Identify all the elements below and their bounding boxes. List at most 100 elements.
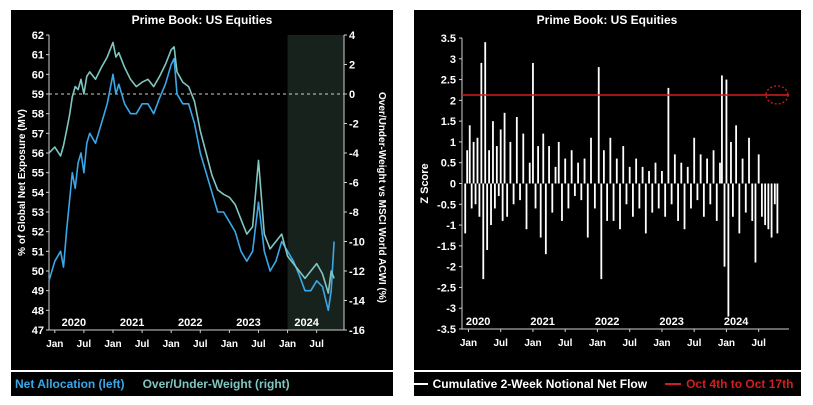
- flow-bar: [702, 183, 705, 217]
- left-month-label: Jan: [46, 339, 63, 350]
- right-y-axis-label: Over/Under-Weight vs MSCI World ACWI (%): [376, 92, 387, 303]
- left-month-label: Jan: [279, 339, 296, 350]
- flow-bar: [654, 162, 657, 184]
- flow-bar: [709, 183, 712, 205]
- flow-bar: [748, 137, 750, 184]
- legend-item-net-flow: Cumulative 2-Week Notional Net Flow: [411, 377, 647, 391]
- flow-bar: [723, 183, 726, 267]
- left-legend: Net Allocation (left) Over/Under-Weight …: [11, 372, 393, 396]
- flow-bar: [586, 183, 589, 238]
- right-y-tick-label: -16: [349, 325, 365, 337]
- right-year-label: 2021: [530, 316, 554, 328]
- left-month-label: Jan: [104, 339, 121, 350]
- left-y-tick-label: 59: [32, 89, 44, 101]
- flow-bar: [466, 150, 469, 184]
- right-y-tick-label: -6: [349, 178, 359, 190]
- left-year-label: 2022: [178, 317, 202, 329]
- flow-bar: [537, 146, 540, 184]
- left-chart-panel: Prime Book: US Equities 47 48 49 50 51 52 53 54 5…: [11, 10, 393, 370]
- flow-bar: [776, 183, 779, 234]
- flow-bar: [480, 62, 483, 184]
- flow-bar: [573, 183, 576, 196]
- flow-bar: [648, 171, 650, 184]
- flow-bar: [606, 183, 609, 221]
- left-y-tick-label: 52: [32, 227, 44, 239]
- flow-bar: [490, 183, 492, 226]
- flow-bar: [474, 183, 477, 205]
- flow-bar: [554, 166, 557, 184]
- legend-label-net-allocation: Net Allocation (left): [15, 377, 125, 391]
- flow-bar: [544, 183, 547, 255]
- flow-bar: [712, 150, 715, 184]
- flow-bar: [619, 183, 621, 230]
- right-month-label: Jan: [653, 338, 670, 349]
- left-month-label: Jan: [221, 339, 238, 350]
- flow-bar: [770, 183, 773, 238]
- flow-bar: [583, 158, 586, 184]
- left-month-label: Jul: [251, 339, 266, 350]
- flow-bar: [628, 166, 631, 184]
- right-y-tick-label: -10: [349, 237, 365, 249]
- flow-bar: [590, 137, 592, 184]
- flow-bar: [754, 183, 757, 263]
- z-tick-label: 0.5: [441, 158, 456, 170]
- flow-bar: [730, 141, 732, 184]
- left-month-label: Jul: [77, 339, 92, 350]
- flow-bar: [561, 183, 563, 221]
- left-year-label: 2024: [294, 317, 319, 329]
- right-year-label: 2020: [466, 316, 490, 328]
- flow-bar: [482, 183, 485, 280]
- flow-bar: [651, 183, 654, 213]
- right-year-label: 2022: [595, 316, 619, 328]
- flow-bar: [534, 183, 537, 209]
- z-tick-label: 2.5: [441, 75, 456, 87]
- legend-swatch-net-flow: [411, 383, 428, 385]
- flow-bar: [764, 183, 767, 226]
- flow-bar: [551, 183, 554, 213]
- z-tick-label: 2: [450, 95, 456, 107]
- left-year-label: 2023: [236, 317, 260, 329]
- right-y-tick-label: 2: [349, 60, 355, 72]
- left-y-axis-label: % of Global Net Exposure (MV): [17, 109, 28, 256]
- legend-item-oct-window: Oct 4th to Oct 17th: [665, 377, 793, 391]
- left-y-tick-label: 47: [32, 325, 44, 337]
- flow-bar: [744, 183, 747, 213]
- flow-bar: [625, 183, 628, 205]
- flow-bar: [542, 133, 545, 184]
- legend-item-over-under-weight: Over/Under-Weight (right): [143, 377, 290, 391]
- flow-bar: [580, 183, 583, 201]
- flow-bar: [570, 150, 573, 184]
- shaded-2024-region: [287, 35, 344, 330]
- flow-bar: [677, 183, 679, 221]
- z-tick-label: -2: [446, 262, 456, 274]
- flow-bar: [484, 42, 487, 184]
- flow-bar: [761, 183, 763, 217]
- flow-bar: [522, 133, 525, 184]
- left-y-tick-label: 48: [32, 305, 44, 317]
- left-year-label: 2020: [62, 317, 86, 329]
- flow-bar: [683, 183, 686, 230]
- right-month-label: Jan: [718, 338, 735, 349]
- z-tick-label: 3.5: [441, 33, 456, 45]
- flow-bar: [738, 183, 741, 234]
- z-tick-label: -3.5: [437, 324, 456, 336]
- left-y-tick-label: 53: [32, 207, 44, 219]
- flow-bar: [593, 183, 596, 209]
- z-axis-label: Z Score: [419, 163, 431, 203]
- flow-bar: [539, 183, 542, 238]
- left-month-label: Jul: [135, 339, 150, 350]
- right-y-tick-label: -12: [349, 266, 365, 278]
- z-tick-label: -3: [446, 303, 456, 315]
- flow-bar: [577, 162, 579, 184]
- left-y-tick-label: 60: [32, 69, 44, 81]
- flow-bar: [670, 183, 673, 205]
- z-tick-label: -2.5: [437, 282, 456, 294]
- left-chart-title: Prime Book: US Equities: [132, 13, 273, 27]
- flow-bar: [512, 183, 515, 205]
- flow-bar: [525, 183, 528, 230]
- flow-bar: [673, 154, 676, 184]
- right-month-label: Jan: [589, 338, 606, 349]
- flow-bar: [706, 158, 708, 184]
- flow-bar: [564, 158, 567, 184]
- flow-bar: [600, 183, 603, 280]
